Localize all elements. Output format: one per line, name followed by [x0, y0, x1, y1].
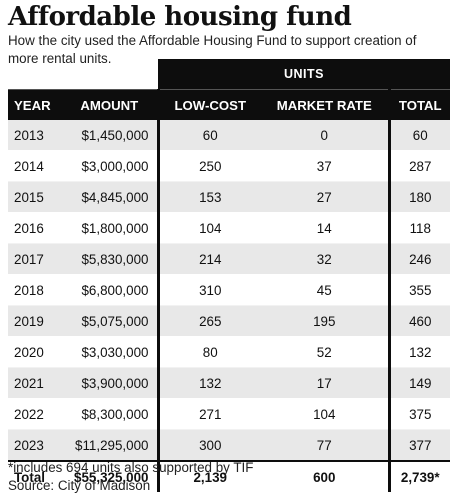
cell-low-cost: 250 [156, 150, 261, 182]
cell-year: 2014 [8, 150, 62, 182]
cell-low-cost: 310 [156, 274, 261, 306]
cell-low-cost: 300 [156, 429, 261, 462]
cell-low-cost: 80 [156, 336, 261, 368]
column-header-total: TOTAL [387, 89, 450, 120]
cell-market-rate: 45 [261, 274, 389, 306]
cell-amount: $5,075,000 [62, 305, 158, 337]
column-header-year: YEAR [8, 89, 62, 120]
cell-market-rate: 77 [261, 429, 389, 462]
cell-total: 180 [387, 181, 450, 213]
cell-amount: $5,830,000 [62, 243, 158, 275]
cell-low-cost: 104 [156, 212, 261, 244]
column-header-low-cost: LOW-COST [156, 89, 261, 120]
cell-market-rate: 37 [261, 150, 389, 182]
cell-year: 2015 [8, 181, 62, 213]
column-header-market-rate: MARKET RATE [261, 89, 389, 120]
cell-amount: $3,030,000 [62, 336, 158, 368]
cell-year: 2017 [8, 243, 62, 275]
cell-total: 287 [387, 150, 450, 182]
cell-market-rate: 52 [261, 336, 389, 368]
cell-low-cost: 271 [156, 398, 261, 430]
cell-total: 149 [387, 367, 450, 399]
cell-amount: $1,450,000 [62, 120, 158, 151]
cell-year: 2019 [8, 305, 62, 337]
table-row: 2016 $1,800,000 104 14 118 [8, 212, 450, 244]
cell-low-cost: 214 [156, 243, 261, 275]
totals-label: Total [8, 460, 62, 492]
table-row: 2022 $8,300,000 271 104 375 [8, 398, 450, 430]
units-group-header: UNITS [158, 59, 450, 89]
table-row: 2017 $5,830,000 214 32 246 [8, 243, 450, 275]
cell-year: 2020 [8, 336, 62, 368]
table-row: 2019 $5,075,000 265 195 460 [8, 305, 450, 337]
cell-total: 60 [387, 120, 450, 151]
cell-low-cost: 153 [156, 181, 261, 213]
housing-fund-table: YEAR AMOUNT LOW-COST MARKET RATE TOTAL 2… [8, 89, 450, 492]
cell-total: 132 [387, 336, 450, 368]
cell-year: 2018 [8, 274, 62, 306]
cell-low-cost: 265 [156, 305, 261, 337]
cell-amount: $11,295,000 [62, 429, 158, 462]
table-row: 2021 $3,900,000 132 17 149 [8, 367, 450, 399]
table-row: 2020 $3,030,000 80 52 132 [8, 336, 450, 368]
cell-amount: $1,800,000 [62, 212, 158, 244]
totals-low-cost: 2,139 [156, 460, 261, 492]
totals-total: 2,739* [387, 460, 450, 492]
cell-market-rate: 17 [261, 367, 389, 399]
header-row: YEAR AMOUNT LOW-COST MARKET RATE TOTAL [8, 89, 450, 120]
source-note: Source: City of Madison [8, 478, 151, 493]
table-row: 2015 $4,845,000 153 27 180 [8, 181, 450, 213]
cell-market-rate: 32 [261, 243, 389, 275]
cell-total: 377 [387, 429, 450, 462]
cell-year: 2013 [8, 120, 62, 151]
cell-total: 246 [387, 243, 450, 275]
cell-market-rate: 0 [261, 120, 389, 151]
cell-total: 375 [387, 398, 450, 430]
cell-year: 2021 [8, 367, 62, 399]
cell-total: 460 [387, 305, 450, 337]
table-row: 2014 $3,000,000 250 37 287 [8, 150, 450, 182]
cell-year: 2023 [8, 429, 62, 462]
cell-amount: $6,800,000 [62, 274, 158, 306]
cell-amount: $8,300,000 [62, 398, 158, 430]
table-body: 2013 $1,450,000 60 0 60 2014 $3,000,000 250 37 28… [8, 120, 450, 462]
cell-market-rate: 14 [261, 212, 389, 244]
table-row: 2023 $11,295,000 300 77 377 [8, 429, 450, 462]
cell-market-rate: 104 [261, 398, 389, 430]
chart-subtitle: How the city used the Affordable Housing… [8, 33, 417, 66]
chart-title: Affordable housing fund [8, 2, 352, 32]
cell-total: 355 [387, 274, 450, 306]
cell-amount: $4,845,000 [62, 181, 158, 213]
footnote: *includes 694 units also supported by TI… [8, 460, 254, 475]
table-row: 2013 $1,450,000 60 0 60 [8, 120, 450, 151]
cell-market-rate: 27 [261, 181, 389, 213]
totals-amount: $55,325,000 [62, 460, 158, 492]
cell-year: 2022 [8, 398, 62, 430]
cell-low-cost: 132 [156, 367, 261, 399]
cell-market-rate: 195 [261, 305, 389, 337]
cell-total: 118 [387, 212, 450, 244]
cell-year: 2016 [8, 212, 62, 244]
totals-row: Total $55,325,000 2,139 600 2,739* [8, 460, 450, 492]
table-row: 2018 $6,800,000 310 45 355 [8, 274, 450, 306]
column-header-amount: AMOUNT [62, 89, 158, 120]
cell-low-cost: 60 [156, 120, 261, 151]
cell-amount: $3,000,000 [62, 150, 158, 182]
totals-market-rate: 600 [261, 460, 389, 492]
cell-amount: $3,900,000 [62, 367, 158, 399]
